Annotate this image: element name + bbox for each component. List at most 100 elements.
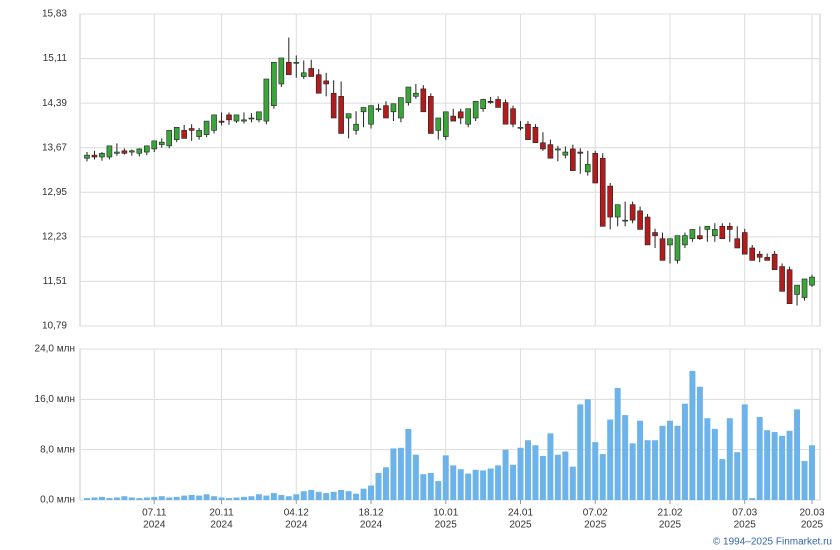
volume-bar: [659, 425, 666, 500]
x-tick-year: 2024: [285, 520, 308, 531]
candle-body: [712, 229, 718, 236]
volume-bar: [465, 473, 472, 500]
candle-body: [771, 253, 778, 270]
candle-body: [286, 61, 292, 75]
candle-body: [271, 61, 277, 106]
x-tick-year: 2025: [584, 520, 607, 531]
candle-body: [457, 111, 464, 119]
y-tick-label: 15,83: [42, 9, 67, 20]
x-tick-year: 2025: [801, 520, 824, 531]
candle-body: [786, 269, 793, 305]
candle-body: [644, 216, 651, 246]
volume-bar: [756, 416, 763, 500]
x-tick-year: 2024: [143, 520, 166, 531]
candle-body: [472, 100, 479, 119]
volume-bar: [255, 494, 262, 500]
x-tick-label: 07.11: [142, 508, 167, 519]
volume-bar: [345, 491, 352, 500]
candle-body: [562, 151, 569, 156]
candle-body: [637, 210, 643, 230]
candle-body: [203, 120, 210, 136]
candle-body: [801, 278, 808, 298]
candle-body: [450, 115, 457, 122]
candle-body: [84, 154, 90, 159]
x-tick-year: 2024: [210, 520, 233, 531]
volume-bar: [696, 386, 703, 500]
candle-body: [114, 151, 120, 154]
candle-body: [629, 204, 636, 221]
volume-bar: [143, 497, 150, 500]
footer: © 1994–2025 Finmarket.ru: [713, 537, 832, 548]
volume-bar: [263, 495, 270, 500]
x-tick-label: 10.01: [433, 508, 458, 519]
volume-bar: [607, 419, 614, 500]
candle-body: [779, 266, 785, 292]
volume-bar: [771, 432, 778, 500]
volume-bar: [667, 420, 673, 500]
candle-body: [547, 144, 554, 159]
volume-bar: [121, 496, 128, 500]
volume-bar: [106, 498, 113, 500]
candle-body: [555, 148, 561, 151]
volume-bar: [368, 485, 375, 500]
x-tick-year: 2025: [509, 520, 532, 531]
y-tick-label: 11,51: [43, 276, 68, 287]
volume-bar: [741, 404, 748, 500]
candle-body: [540, 142, 546, 150]
candle-body: [143, 145, 150, 153]
volume-bar: [794, 409, 801, 500]
x-tick-year: 2025: [659, 520, 682, 531]
candle-body: [91, 154, 98, 158]
candle-body: [375, 108, 382, 111]
candle-body: [181, 130, 187, 139]
candle-body: [689, 229, 696, 240]
volume-bar: [495, 465, 502, 500]
volume-bar: [218, 497, 225, 500]
volume-bar: [622, 415, 629, 500]
volume-bar: [285, 496, 292, 500]
volume-bar: [173, 496, 180, 500]
candle-body: [300, 72, 307, 77]
candle-body: [704, 226, 711, 230]
candle-body: [121, 150, 128, 154]
x-tick-label: 21.02: [657, 508, 682, 519]
volume-bar: [734, 452, 741, 500]
volume-bar: [233, 497, 240, 500]
candle-body: [106, 145, 113, 158]
candle-body: [338, 96, 344, 134]
candle-body: [502, 102, 509, 125]
volume-bar: [801, 460, 808, 500]
candle-body: [345, 113, 352, 119]
volume-bar: [293, 494, 300, 500]
y-tick-label: 12,95: [42, 187, 67, 198]
candle-body: [166, 130, 173, 147]
x-tick-label: 04.12: [284, 508, 309, 519]
candle-body: [383, 105, 389, 119]
candle-body: [659, 238, 666, 261]
candle-body: [809, 276, 815, 286]
x-tick-label: 24.01: [508, 508, 533, 519]
volume-bar: [704, 418, 711, 500]
candle-body: [233, 114, 240, 122]
candle-body: [293, 61, 300, 64]
candle-body: [614, 204, 621, 218]
volume-bar: [420, 474, 427, 500]
candle-body: [480, 99, 486, 110]
volume-bar: [809, 445, 815, 500]
volume-bar: [382, 467, 389, 500]
volume-bar: [248, 496, 255, 500]
volume-bar: [487, 468, 494, 500]
x-tick-label: 20.03: [799, 508, 824, 519]
volume-bar: [211, 496, 218, 500]
volume-bar: [166, 497, 173, 500]
candle-body: [741, 232, 748, 255]
candle-body: [323, 80, 329, 85]
x-tick-label: 20.11: [209, 508, 234, 519]
candle-body: [592, 152, 599, 184]
candle-body: [435, 117, 442, 131]
candle-body: [726, 226, 733, 230]
candle-body: [532, 126, 539, 144]
x-tick-label: 18.12: [359, 508, 384, 519]
volume-bar: [128, 497, 135, 500]
